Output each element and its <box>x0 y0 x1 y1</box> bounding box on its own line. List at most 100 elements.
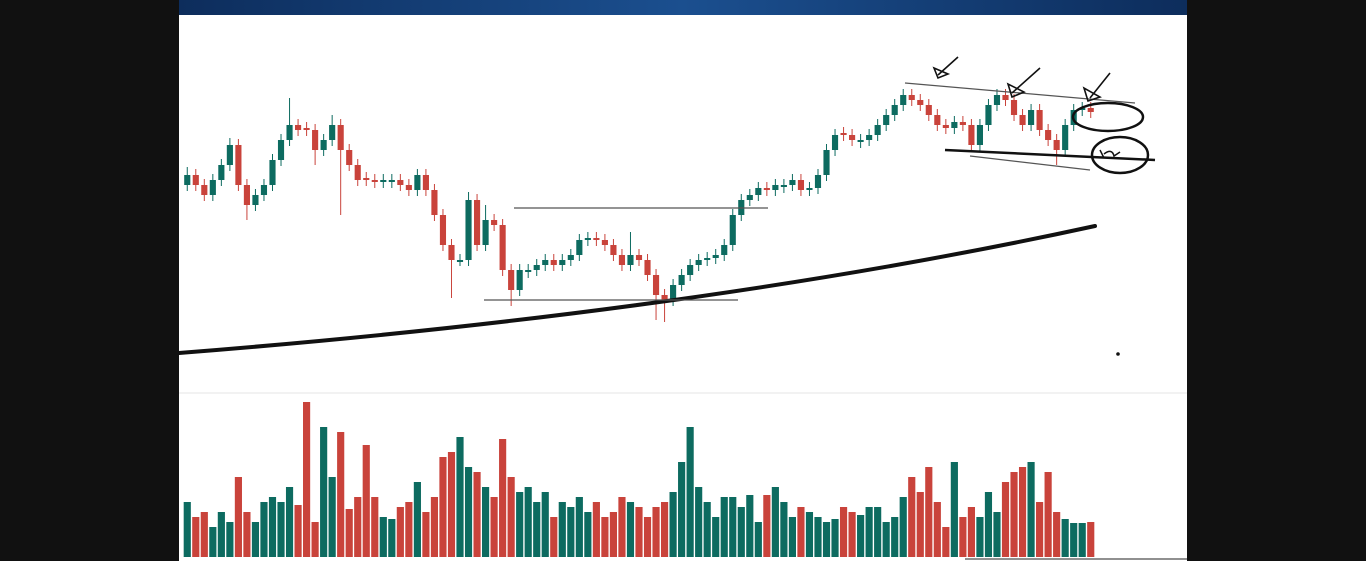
volume-bar <box>609 512 618 557</box>
volume-bar <box>865 507 873 557</box>
candle-body <box>857 140 864 142</box>
volume-bar <box>635 507 643 557</box>
volume-bar <box>1001 482 1010 557</box>
candle-body <box>303 128 310 130</box>
candle-body <box>593 238 600 240</box>
volume-bar <box>345 509 353 557</box>
volume-bar <box>643 517 652 557</box>
candle-body <box>1028 110 1035 125</box>
candle-body <box>670 285 677 300</box>
volume-bar <box>251 522 260 557</box>
volume-bar <box>839 507 848 557</box>
volume-bar <box>669 492 677 557</box>
candle-body <box>533 265 540 270</box>
candle-body <box>874 125 881 135</box>
volume-bar <box>490 497 498 557</box>
volume-bar <box>720 497 728 557</box>
volume-bar <box>541 492 549 557</box>
candle-body <box>422 175 429 190</box>
candle-body <box>601 240 608 245</box>
candle-body <box>968 125 975 145</box>
volume-bar <box>626 502 635 557</box>
candle-body <box>959 122 966 125</box>
volume-bar <box>567 507 575 557</box>
candle-body <box>491 220 498 225</box>
candle-body <box>465 200 472 260</box>
candle-body <box>627 255 634 265</box>
candle-body <box>942 125 949 128</box>
volume-bar <box>430 497 439 557</box>
volume-bar <box>422 512 430 557</box>
volume-bar <box>1053 512 1061 557</box>
volume-bar <box>652 507 660 557</box>
candle-body <box>917 100 924 105</box>
candle-body <box>346 150 353 165</box>
circle-annotation <box>1071 101 1145 133</box>
volume-bar <box>533 502 541 557</box>
candle-body <box>1079 108 1086 110</box>
candle-body <box>772 185 779 190</box>
candle-body <box>431 190 438 215</box>
volume-bar <box>984 492 993 557</box>
channel-bottom <box>944 148 1156 162</box>
volume-bar <box>183 502 191 557</box>
volume-bar <box>780 502 788 557</box>
candle-body <box>542 260 549 265</box>
volume-bar <box>1010 472 1018 557</box>
candle-body <box>814 175 822 188</box>
volume-bar <box>499 439 507 557</box>
candle-body <box>499 225 506 270</box>
volume-bar <box>447 452 456 557</box>
volume-bar <box>925 467 933 557</box>
volume-bar <box>874 507 882 557</box>
candle-body <box>806 188 813 190</box>
candle-body <box>363 178 370 180</box>
volume-bar <box>234 477 242 557</box>
volume-bar <box>1036 502 1044 557</box>
volume-bar <box>507 477 515 557</box>
candle-body <box>1036 110 1043 130</box>
candle-body <box>226 145 233 165</box>
candle-body <box>797 180 805 190</box>
candle-body <box>439 215 447 245</box>
candle-body <box>277 140 285 160</box>
candle-body <box>576 240 583 255</box>
arrow <box>932 56 959 80</box>
candle-body <box>891 105 898 115</box>
top-band <box>179 0 1187 15</box>
volume-bar <box>1044 472 1052 557</box>
candle-body <box>695 260 702 265</box>
candle-body <box>908 95 915 100</box>
arrow <box>1006 67 1041 99</box>
candle-body <box>286 125 293 140</box>
volume-bar <box>797 507 805 557</box>
candle-body <box>687 265 694 275</box>
candle-body <box>329 125 336 140</box>
marks <box>183 89 1095 557</box>
candle-body <box>508 270 515 290</box>
candle-body <box>900 95 907 105</box>
volume-bar <box>737 507 745 557</box>
candle-body <box>644 260 651 275</box>
volume-bar <box>303 402 311 557</box>
volume-bar <box>805 512 814 557</box>
candle-body <box>567 255 574 260</box>
candle-body <box>192 175 199 185</box>
volume-bar <box>908 477 916 557</box>
volume-bar <box>1070 523 1078 557</box>
candle-body <box>1053 140 1060 150</box>
candle-body <box>380 180 387 182</box>
volume-bar <box>285 487 294 557</box>
volume-bar <box>942 527 950 557</box>
candle-body <box>218 165 225 180</box>
volume-bar <box>899 497 907 557</box>
candle-body <box>704 258 711 260</box>
candle-body <box>661 295 668 300</box>
candle-body <box>678 275 685 285</box>
volume-bar <box>1027 462 1035 557</box>
volume-bar <box>209 527 217 557</box>
candle-body <box>985 105 992 125</box>
candle-body <box>635 255 643 260</box>
volume-bar <box>686 427 694 557</box>
